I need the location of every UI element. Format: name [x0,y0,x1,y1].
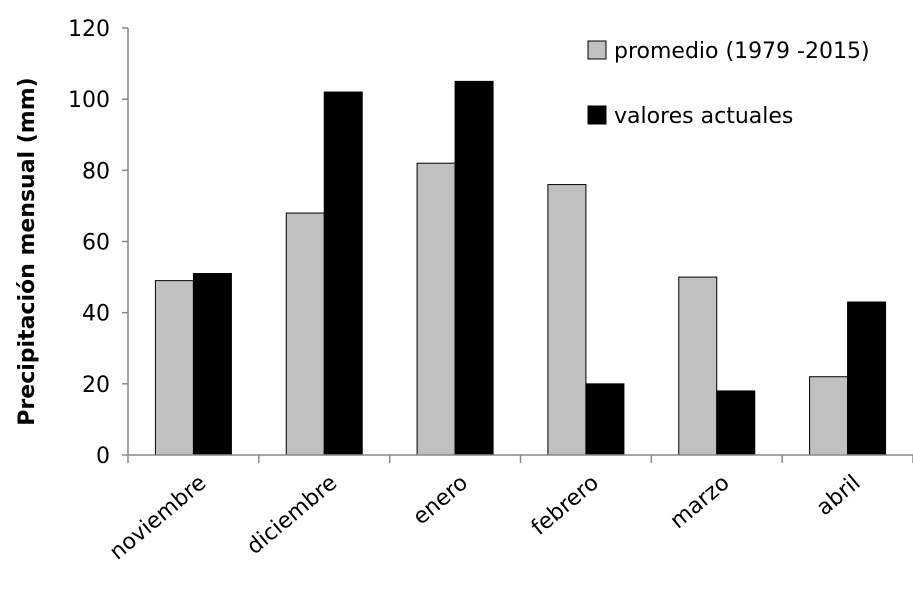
x-category-label: marzo [666,470,735,533]
bar-actual-noviembre [192,273,232,456]
legend-swatch [587,40,607,60]
x-axis-ticks: noviembre diciembre enero febrero marzo abril [105,455,913,565]
bar-promedio-marzo [678,276,718,456]
legend-label: valores actuales [614,104,793,129]
y-tick-label: 40 [82,302,110,327]
legend: promedio (1979 -2015) valores actuales [587,39,870,129]
y-axis-ticks: 0 20 40 60 80 100 120 [68,17,128,469]
y-tick-label: 80 [82,159,110,184]
x-category-label: abril [812,470,865,520]
plot-area: 0 20 40 60 80 100 120 noviembre diciembre enero f… [68,17,913,565]
y-tick-label: 20 [82,373,110,398]
bar-actual-enero [454,80,494,456]
y-tick-label: 0 [96,444,110,469]
x-category-label: noviembre [105,470,211,565]
y-tick-label: 120 [68,17,110,42]
x-category-label: febrero [527,470,604,540]
bar-actual-febrero [585,383,625,456]
bar-actual-abril [847,301,887,456]
y-axis-title: Precipitación mensual (mm) [15,77,40,425]
x-category-label: diciembre [242,470,342,559]
bar-promedio-enero [416,162,456,456]
bar-actual-marzo [716,390,756,456]
bar-promedio-noviembre [154,280,194,456]
bar-promedio-abril [809,376,849,456]
x-category-label: enero [409,470,473,530]
legend-label: promedio (1979 -2015) [614,39,870,64]
legend-swatch [587,105,607,125]
bar-promedio-febrero [547,184,587,456]
bars-group [154,80,887,456]
y-tick-label: 60 [82,231,110,256]
bar-actual-diciembre [323,91,363,456]
bar-promedio-diciembre [285,212,325,456]
y-tick-label: 100 [68,88,110,113]
